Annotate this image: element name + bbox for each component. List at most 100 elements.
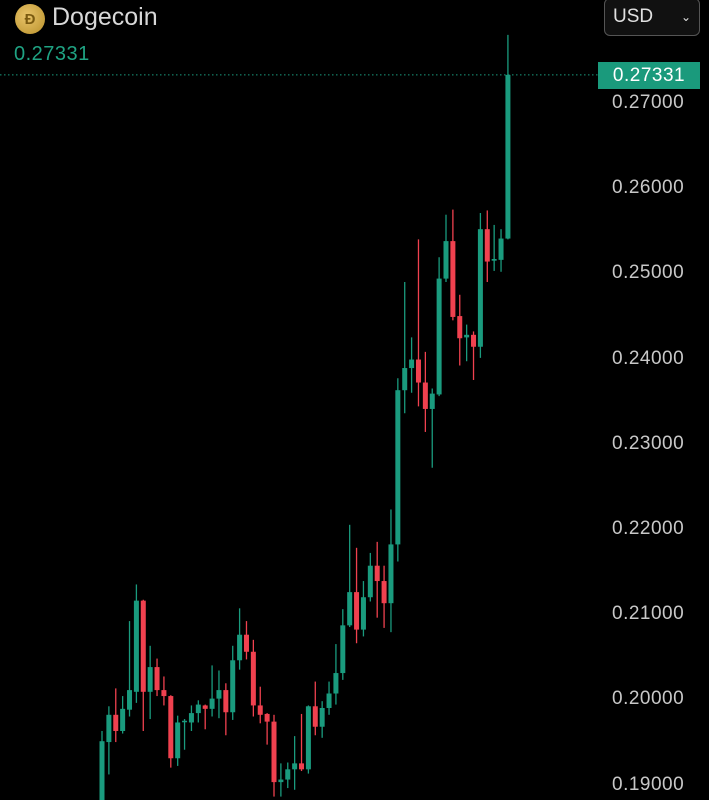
last-price-label: 0.27331 <box>598 62 700 89</box>
candle <box>147 645 153 720</box>
candle <box>429 388 435 468</box>
candle-body <box>340 625 346 674</box>
candle <box>374 541 380 618</box>
candle-body <box>264 713 270 722</box>
coin-name: Dogecoin <box>52 3 158 31</box>
candle-body <box>237 634 243 661</box>
candle-body <box>395 390 401 545</box>
candle <box>415 239 421 407</box>
candle-body <box>230 660 236 713</box>
candle-body <box>312 706 318 727</box>
candle-body <box>326 693 332 708</box>
candle-body <box>106 714 112 743</box>
candle-body <box>464 334 470 338</box>
candle <box>140 599 146 731</box>
candle <box>381 565 387 628</box>
candle <box>505 34 511 240</box>
candle <box>285 762 291 789</box>
candle <box>223 683 229 736</box>
candle-body <box>113 714 119 731</box>
chevron-down-icon: ⌄ <box>680 10 691 24</box>
candle-body <box>450 241 456 317</box>
candle-body <box>415 359 421 383</box>
candle-body <box>381 581 387 604</box>
candle <box>195 700 201 723</box>
candle <box>471 331 477 380</box>
candle <box>457 294 463 366</box>
y-tick-label: 0.21000 <box>612 603 685 625</box>
y-tick-label: 0.19000 <box>612 773 685 795</box>
y-tick-label: 0.27000 <box>612 92 685 114</box>
candle <box>250 639 256 717</box>
candle-body <box>120 708 126 731</box>
candle-body <box>285 769 291 780</box>
candle <box>264 713 270 745</box>
candle-body <box>99 741 105 800</box>
candle <box>99 730 105 800</box>
candle <box>319 701 325 738</box>
candle-body <box>354 592 360 630</box>
candle-body <box>409 359 415 369</box>
candle <box>395 378 401 562</box>
candle <box>498 229 504 272</box>
candle <box>292 736 298 790</box>
candle-body <box>422 382 428 409</box>
candle-body <box>195 704 201 714</box>
candle-body <box>374 565 380 582</box>
candle <box>202 704 208 730</box>
candle <box>305 705 311 774</box>
candle <box>347 524 353 628</box>
y-tick-label: 0.25000 <box>612 262 685 284</box>
y-tick-label: 0.20000 <box>612 688 685 710</box>
candle <box>230 645 236 720</box>
candle-body <box>278 779 284 783</box>
candle <box>464 324 470 362</box>
candle <box>436 257 442 397</box>
candle-body <box>471 334 477 347</box>
candle-body <box>250 651 256 706</box>
current-price: 0.27331 <box>14 43 90 65</box>
candle-body <box>347 592 353 626</box>
candle-body <box>319 707 325 727</box>
candle <box>422 351 428 432</box>
candle-body <box>168 696 174 759</box>
candle <box>443 214 449 283</box>
candle <box>271 714 277 797</box>
candle <box>354 547 360 644</box>
currency-select[interactable]: USD ⌄ <box>604 0 700 36</box>
candle <box>367 552 373 602</box>
candle-body <box>457 316 463 339</box>
candle-body <box>477 229 483 347</box>
candle <box>154 658 160 697</box>
candle-body <box>443 241 449 279</box>
candle-body <box>257 705 263 715</box>
candle-body <box>292 763 298 770</box>
candle <box>106 706 112 775</box>
candle <box>209 665 215 717</box>
candle <box>450 209 456 321</box>
candle-body <box>429 393 435 409</box>
candle-body <box>202 705 208 709</box>
candle-body <box>147 667 153 692</box>
candle-body <box>154 667 160 691</box>
candle-body <box>216 690 222 699</box>
candle <box>161 676 167 706</box>
candle <box>340 609 346 680</box>
candle-body <box>388 544 394 604</box>
candle <box>333 644 339 705</box>
candle <box>113 688 119 743</box>
candle <box>237 608 243 670</box>
candle-body <box>271 721 277 783</box>
candle <box>299 713 305 772</box>
candle-body <box>484 229 490 262</box>
candle <box>409 337 415 393</box>
candle <box>175 715 181 766</box>
candle-body <box>402 368 408 391</box>
candle-body <box>367 565 373 598</box>
candle <box>188 705 194 731</box>
candle-body <box>299 763 305 770</box>
candle-body <box>188 713 194 723</box>
candle <box>491 224 497 271</box>
candle-body <box>333 673 339 694</box>
candle-body <box>305 706 311 770</box>
